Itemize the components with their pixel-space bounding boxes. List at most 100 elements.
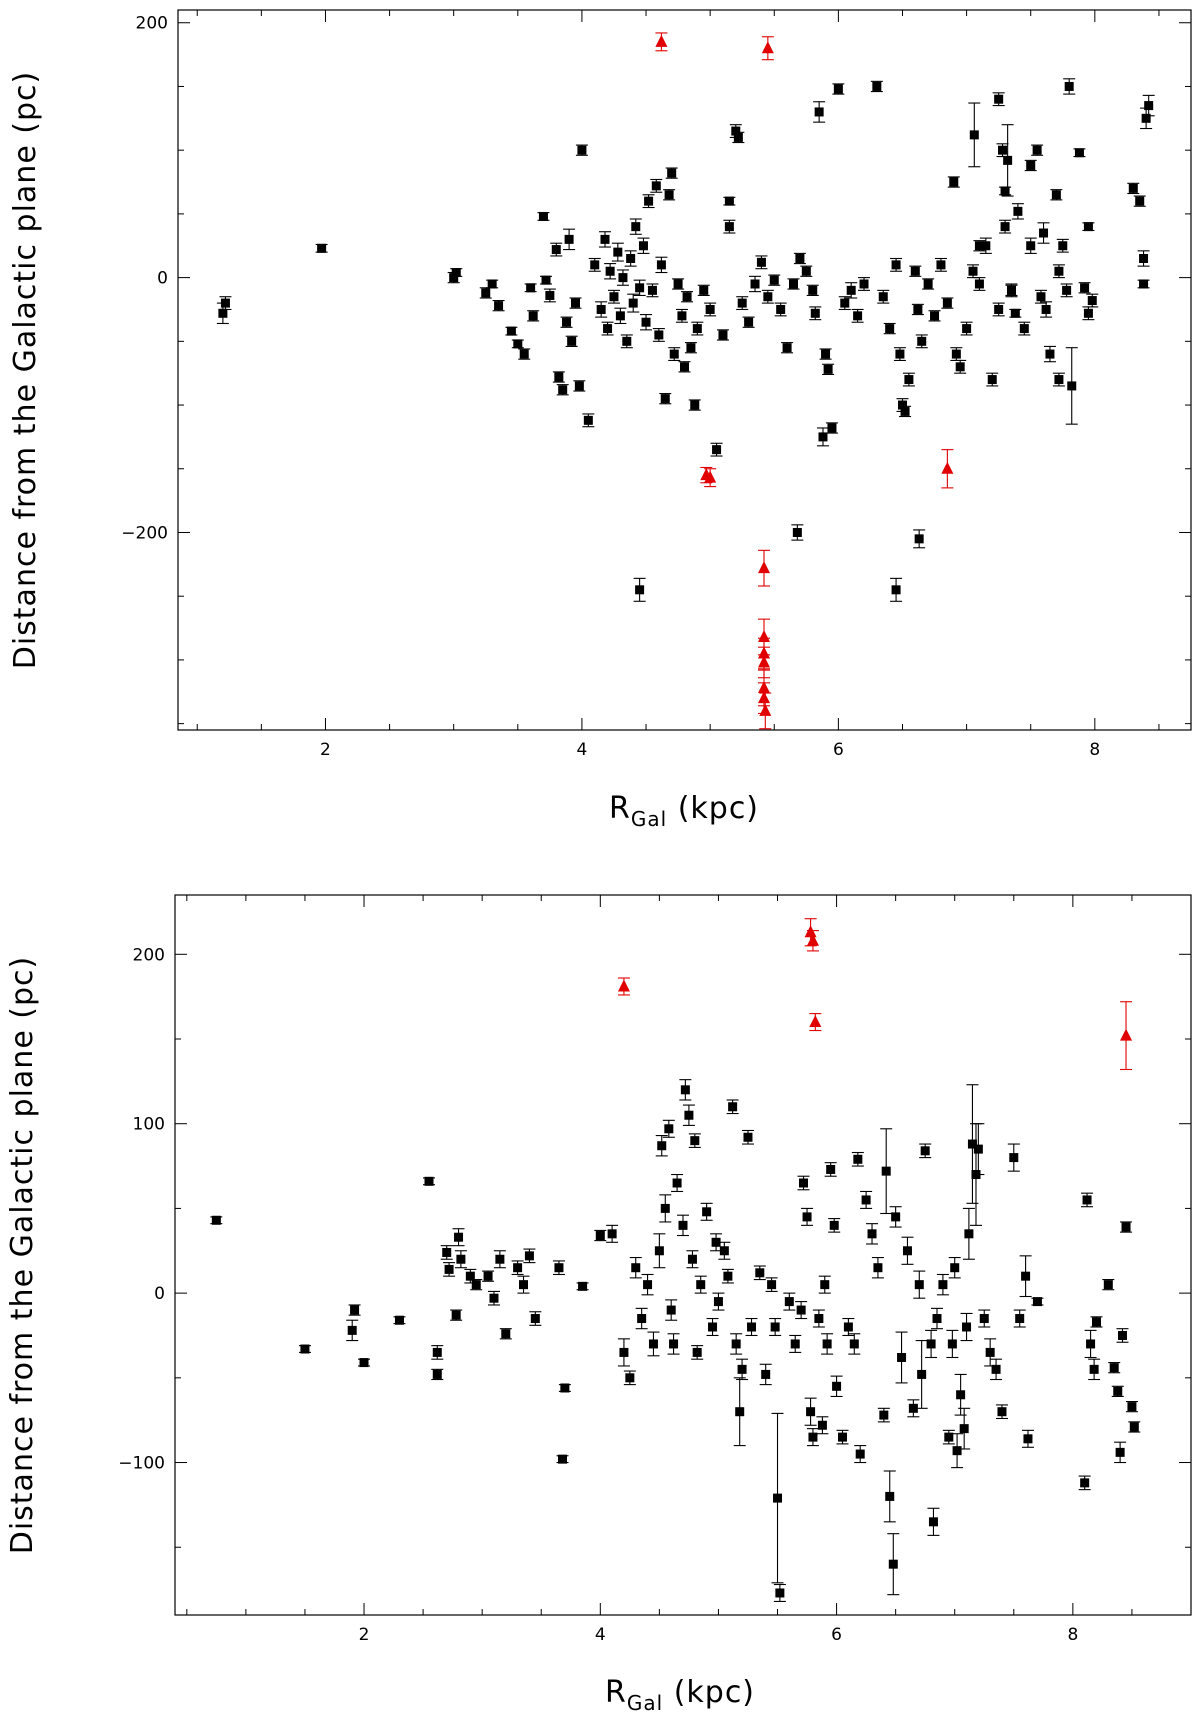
x-axis-title-top: RGal (kpc) xyxy=(609,791,759,831)
square-marker xyxy=(914,534,924,544)
square-marker xyxy=(648,1339,658,1349)
square-marker xyxy=(873,1263,883,1273)
data-point-black-square xyxy=(768,274,781,286)
data-point-black-square xyxy=(1019,1255,1032,1298)
square-marker xyxy=(574,381,584,391)
data-point-black-square xyxy=(694,1275,707,1294)
data-point-black-square xyxy=(880,1128,893,1215)
data-point-black-square xyxy=(1024,159,1037,172)
square-marker xyxy=(300,1344,310,1354)
square-marker xyxy=(1139,253,1149,263)
data-point-black-square xyxy=(558,1383,571,1393)
square-marker xyxy=(930,311,940,321)
data-point-black-square xyxy=(732,131,745,144)
data-point-black-square xyxy=(946,1329,959,1359)
square-marker xyxy=(667,168,677,178)
x-axis-title-top-unit: (kpc) xyxy=(667,791,759,826)
square-marker xyxy=(711,1237,721,1247)
data-point-black-square xyxy=(552,1260,565,1276)
data-point-black-square xyxy=(706,1317,719,1337)
square-marker xyxy=(1139,279,1149,289)
data-point-black-square xyxy=(1034,289,1047,304)
ticks-bottom: 2 4 6 8 200 100 0 −100 xyxy=(118,895,1192,1645)
square-marker xyxy=(723,1271,733,1281)
triangle-marker xyxy=(806,933,819,946)
data-point-red-triangle xyxy=(941,449,954,489)
data-point-black-square xyxy=(710,442,723,457)
square-marker xyxy=(637,1314,647,1324)
data-point-black-square xyxy=(733,1377,746,1447)
square-marker xyxy=(861,1195,871,1205)
data-point-black-square xyxy=(1086,293,1099,308)
data-point-black-square xyxy=(659,1194,672,1223)
data-point-black-square xyxy=(637,237,650,254)
x-tick-label: 2 xyxy=(320,740,331,760)
data-point-black-square xyxy=(1078,1475,1091,1491)
data-point-black-square xyxy=(620,334,633,349)
data-point-black-square xyxy=(858,277,871,291)
data-point-black-square xyxy=(655,1135,668,1157)
triangle-marker xyxy=(758,629,771,642)
square-marker xyxy=(635,585,645,595)
square-marker xyxy=(495,1254,505,1264)
data-point-black-square xyxy=(1031,144,1044,156)
x-tick-label: 8 xyxy=(1067,1625,1078,1645)
square-marker xyxy=(806,1407,816,1417)
square-marker xyxy=(560,1383,570,1393)
data-point-black-square xyxy=(973,240,986,252)
x-tick-label: 4 xyxy=(577,740,588,760)
square-marker xyxy=(733,132,743,142)
square-marker xyxy=(1129,1422,1139,1432)
square-marker xyxy=(1058,241,1068,251)
data-point-black-square xyxy=(565,335,578,347)
data-point-black-square xyxy=(697,284,710,297)
data-point-black-square xyxy=(812,1309,825,1328)
square-marker xyxy=(1045,349,1055,359)
y-tick-label: 0 xyxy=(157,269,168,289)
data-point-black-square xyxy=(499,1328,512,1340)
data-point-black-square xyxy=(730,1333,743,1355)
data-point-black-square xyxy=(298,1344,311,1354)
square-marker xyxy=(705,304,715,314)
ticks-top: 2 4 6 8 200 0 −200 xyxy=(121,10,1191,760)
square-marker xyxy=(974,279,984,289)
data-point-black-square xyxy=(393,1315,406,1325)
square-marker xyxy=(1103,1280,1113,1290)
data-point-black-square xyxy=(941,297,954,309)
square-marker xyxy=(1144,101,1154,111)
data-point-black-square xyxy=(667,1333,680,1355)
square-marker xyxy=(744,317,754,327)
square-marker xyxy=(699,285,709,295)
square-marker xyxy=(773,1493,783,1503)
data-point-black-square xyxy=(915,334,928,349)
data-point-red-triangle xyxy=(655,32,668,52)
data-point-black-square xyxy=(640,314,653,331)
square-marker xyxy=(867,1229,877,1239)
data-point-black-square xyxy=(755,255,768,270)
data-point-black-square xyxy=(1040,301,1053,318)
data-point-black-square xyxy=(909,265,922,277)
data-point-black-square xyxy=(487,1290,500,1306)
data-point-black-square xyxy=(1140,107,1153,130)
square-marker xyxy=(735,1407,745,1417)
square-marker xyxy=(519,349,529,359)
square-marker xyxy=(902,1246,912,1256)
square-marker xyxy=(218,308,228,318)
square-marker xyxy=(1032,1297,1042,1307)
square-marker xyxy=(833,84,843,94)
data-point-black-square xyxy=(606,1224,619,1243)
data-point-black-square xyxy=(629,218,642,235)
square-marker xyxy=(605,266,615,276)
square-marker xyxy=(737,298,747,308)
data-point-black-square xyxy=(1050,189,1063,201)
data-point-black-square xyxy=(633,577,646,602)
square-marker xyxy=(692,1347,702,1357)
square-marker xyxy=(631,222,641,232)
square-marker xyxy=(1013,206,1023,216)
x-tick-label: 6 xyxy=(833,740,844,760)
data-point-black-square xyxy=(1137,279,1150,289)
data-point-black-square xyxy=(691,1345,704,1360)
data-point-black-square xyxy=(611,242,624,262)
square-marker xyxy=(451,1310,461,1320)
square-marker xyxy=(947,1339,957,1349)
